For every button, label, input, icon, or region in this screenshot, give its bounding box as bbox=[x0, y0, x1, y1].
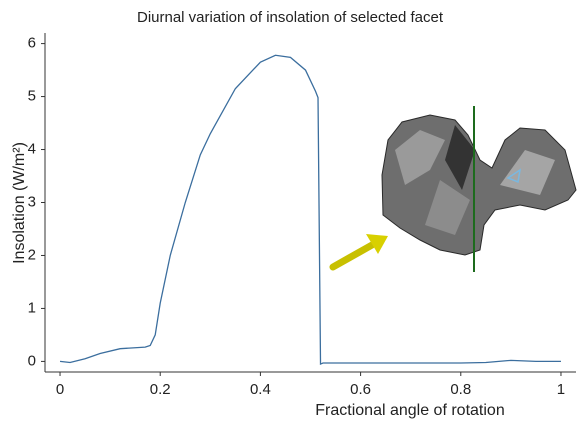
y-tick-label: 4 bbox=[28, 141, 36, 158]
y-tick-label: 2 bbox=[28, 246, 36, 263]
x-axis-label: Fractional angle of rotation bbox=[315, 402, 504, 419]
x-tick-label: 0.8 bbox=[450, 381, 471, 398]
x-tick-label: 0.6 bbox=[350, 381, 371, 398]
x-tick-label: 0 bbox=[56, 381, 64, 398]
y-tick-label: 3 bbox=[28, 193, 36, 210]
y-tick-label: 6 bbox=[28, 35, 36, 52]
y-axis-label: Insolation (W/m²) bbox=[11, 142, 28, 264]
x-tick-label: 0.2 bbox=[150, 381, 171, 398]
y-tick-label: 5 bbox=[28, 88, 36, 105]
x-tick-label: 0.4 bbox=[250, 381, 271, 398]
comet-inset bbox=[329, 106, 577, 272]
data-line bbox=[59, 54, 561, 366]
x-tick-label: 1 bbox=[557, 381, 565, 398]
y-tick-label: 0 bbox=[28, 352, 36, 369]
y-tick-label: 1 bbox=[28, 299, 36, 316]
chart-title: Diurnal variation of insolation of selec… bbox=[137, 9, 444, 26]
